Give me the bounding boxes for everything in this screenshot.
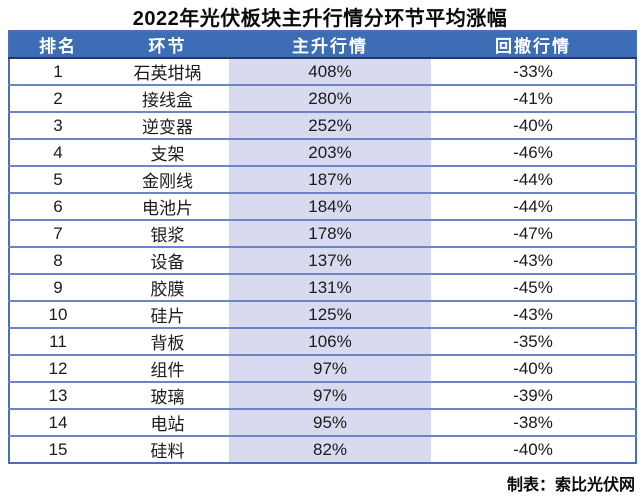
cell-main-rise: 252% <box>229 111 431 139</box>
cell-rank: 2 <box>9 84 106 112</box>
cell-main-rise: 125% <box>229 300 431 328</box>
table-row: 5 金刚线 187% -44% <box>9 165 636 193</box>
cell-main-rise: 97% <box>229 381 431 409</box>
table-row: 3 逆变器 252% -40% <box>9 111 636 139</box>
cell-pullback: -40% <box>431 435 636 463</box>
cell-rank: 4 <box>9 138 106 166</box>
cell-rank: 11 <box>9 327 106 355</box>
page-title: 2022年光伏板块主升行情分环节平均涨幅 <box>132 8 508 30</box>
table-row: 1 石英坩埚 408% -33% <box>9 58 636 85</box>
cell-segment: 支架 <box>106 138 229 166</box>
cell-segment: 玻璃 <box>106 381 229 409</box>
header-row: 排名 环节 主升行情 回撤行情 <box>9 31 636 59</box>
col-header-pullback: 回撤行情 <box>431 31 636 59</box>
table-row: 6 电池片 184% -44% <box>9 192 636 220</box>
cell-pullback: -43% <box>431 246 636 274</box>
table-row: 4 支架 203% -46% <box>9 138 636 166</box>
cell-pullback: -40% <box>431 354 636 382</box>
cell-segment: 设备 <box>106 246 229 274</box>
table-row: 9 胶膜 131% -45% <box>9 273 636 301</box>
cell-segment: 硅片 <box>106 300 229 328</box>
cell-pullback: -47% <box>431 219 636 247</box>
cell-pullback: -44% <box>431 192 636 220</box>
table-row: 2 接线盒 280% -41% <box>9 84 636 112</box>
cell-main-rise: 187% <box>229 165 431 193</box>
cell-segment: 胶膜 <box>106 273 229 301</box>
cell-rank: 14 <box>9 408 106 436</box>
cell-rank: 12 <box>9 354 106 382</box>
cell-pullback: -45% <box>431 273 636 301</box>
cell-rank: 9 <box>9 273 106 301</box>
cell-rank: 10 <box>9 300 106 328</box>
cell-segment: 组件 <box>106 354 229 382</box>
table-row: 8 设备 137% -43% <box>9 246 636 274</box>
col-header-segment: 环节 <box>106 31 229 59</box>
table-row: 11 背板 106% -35% <box>9 327 636 355</box>
source-credit: 制表：索比光伏网 <box>506 477 635 494</box>
cell-rank: 5 <box>9 165 106 193</box>
cell-rank: 15 <box>9 435 106 463</box>
data-table: 排名 环节 主升行情 回撤行情 1 石英坩埚 408% -33% 2 接线盒 280% -41… <box>8 30 637 464</box>
cell-rank: 1 <box>53 61 63 81</box>
cell-main-rise: 184% <box>229 192 431 220</box>
cell-segment: 电池片 <box>106 192 229 220</box>
cell-main-rise: 137% <box>229 246 431 274</box>
cell-segment: 硅料 <box>106 435 229 463</box>
cell-pullback: -46% <box>431 138 636 166</box>
table-row: 13 玻璃 97% -39% <box>9 381 636 409</box>
cell-rank: 7 <box>9 219 106 247</box>
cell-rank: 6 <box>9 192 106 220</box>
cell-main-rise: 97% <box>229 354 431 382</box>
cell-pullback: -41% <box>431 84 636 112</box>
cell-pullback: -39% <box>431 381 636 409</box>
cell-main-rise: 178% <box>229 219 431 247</box>
table-row: 14 电站 95% -38% <box>9 408 636 436</box>
table-row: 10 硅片 125% -43% <box>9 300 636 328</box>
table-body: 1 石英坩埚 408% -33% 2 接线盒 280% -41% 3 逆变器 252% -40% 4 支架… <box>9 58 636 463</box>
col-header-main-rise: 主升行情 <box>229 31 431 59</box>
cell-main-rise: 131% <box>229 273 431 301</box>
cell-main-rise: 280% <box>229 84 431 112</box>
cell-segment: 背板 <box>106 327 229 355</box>
table-row: 7 银浆 178% -47% <box>9 219 636 247</box>
cell-pullback: -44% <box>431 165 636 193</box>
cell-main-rise: 82% <box>229 435 431 463</box>
table-row: 15 硅料 82% -40% <box>9 435 636 463</box>
cell-main-rise: 203% <box>229 138 431 166</box>
table-row: 12 组件 97% -40% <box>9 354 636 382</box>
cell-segment: 石英坩埚 <box>133 64 202 83</box>
cell-pullback: -38% <box>431 408 636 436</box>
cell-pullback: -43% <box>431 300 636 328</box>
cell-segment: 接线盒 <box>106 84 229 112</box>
cell-main-rise: 106% <box>229 327 431 355</box>
cell-segment: 逆变器 <box>106 111 229 139</box>
cell-rank: 8 <box>9 246 106 274</box>
cell-segment: 银浆 <box>106 219 229 247</box>
cell-segment: 金刚线 <box>106 165 229 193</box>
cell-rank: 13 <box>9 381 106 409</box>
col-header-rank: 排名 <box>9 31 106 59</box>
cell-main-rise: 95% <box>229 408 431 436</box>
cell-pullback: -40% <box>431 111 636 139</box>
cell-rank: 3 <box>9 111 106 139</box>
cell-pullback: -35% <box>431 327 636 355</box>
cell-main-rise: 408% <box>229 58 431 85</box>
cell-pullback: -33% <box>513 61 553 81</box>
cell-segment: 电站 <box>106 408 229 436</box>
